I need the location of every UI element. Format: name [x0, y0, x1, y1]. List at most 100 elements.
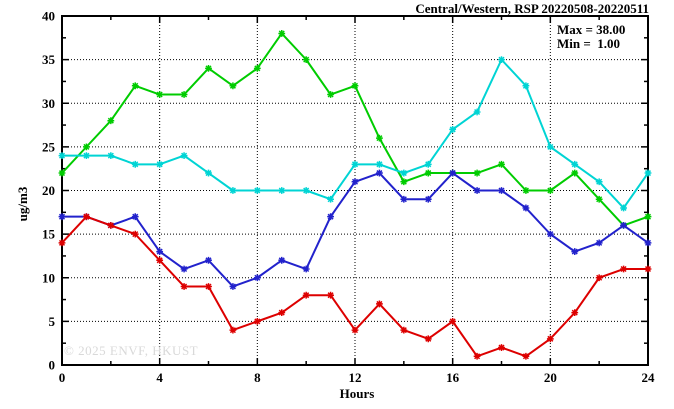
blue-series-marker	[571, 248, 579, 255]
red-series-marker	[229, 326, 237, 334]
x-tick-label: 16	[446, 370, 460, 385]
green-series-marker	[376, 134, 383, 142]
red-series-marker	[449, 317, 457, 325]
blue-series-marker	[376, 169, 383, 177]
blue-series-marker	[620, 222, 627, 229]
green-series-marker	[473, 169, 481, 177]
red-series-marker	[156, 256, 164, 264]
x-tick-label: 4	[156, 370, 163, 385]
x-axis-label: Hours	[339, 386, 375, 401]
cyan-series-marker	[327, 195, 334, 203]
blue-series-marker	[546, 230, 554, 238]
red-series-marker	[546, 335, 554, 343]
blue-series-marker	[522, 204, 530, 212]
red-series-marker	[180, 283, 188, 290]
green-series-marker	[180, 91, 188, 98]
x-tick-label: 20	[544, 370, 557, 385]
y-tick-label: 10	[42, 270, 55, 285]
red-series-marker	[278, 309, 286, 317]
red-series-marker	[351, 326, 359, 334]
blue-series-marker	[278, 256, 286, 264]
red-series-marker	[595, 274, 603, 282]
cyan-series-marker	[620, 204, 627, 212]
red-series-marker	[253, 317, 261, 325]
cyan-series-marker	[571, 160, 579, 168]
blue-series-marker	[473, 187, 481, 194]
cyan-series-marker	[253, 187, 261, 194]
blue-series-marker	[327, 213, 334, 221]
green-series-marker	[229, 82, 237, 90]
blue-series-marker	[58, 213, 66, 221]
blue-series-marker	[156, 248, 164, 255]
green-series-marker	[424, 169, 432, 177]
green-series-marker	[83, 143, 90, 151]
red-series-marker	[327, 291, 334, 299]
red-series-marker	[83, 213, 90, 221]
watermark: © 2025 ENVF, HKUST	[64, 343, 199, 358]
cyan-series-marker	[58, 152, 66, 159]
green-series-marker	[522, 187, 530, 194]
x-tick-label: 12	[349, 370, 362, 385]
cyan-series-marker	[229, 187, 237, 194]
cyan-series-marker	[107, 152, 115, 159]
red-series-marker	[424, 335, 432, 343]
green-series-marker	[595, 195, 603, 203]
cyan-series-marker	[522, 82, 530, 90]
x-tick-label: 24	[642, 370, 656, 385]
cyan-series-marker	[595, 178, 603, 186]
cyan-series-marker	[302, 187, 310, 194]
cyan-series-marker	[376, 160, 383, 168]
blue-series-marker	[180, 265, 188, 273]
cyan-series-marker	[546, 143, 554, 151]
y-tick-label: 15	[42, 227, 56, 242]
green-series-marker	[546, 187, 554, 194]
blue-series-marker	[595, 239, 603, 247]
blue-series-marker	[449, 169, 457, 177]
green-series-marker	[205, 64, 212, 72]
y-tick-label: 25	[42, 139, 56, 154]
cyan-series-marker	[83, 152, 90, 159]
green-series-marker	[131, 82, 139, 90]
cyan-series-marker	[180, 152, 188, 159]
red-series-marker	[522, 352, 530, 360]
cyan-series-marker	[278, 187, 286, 194]
y-tick-label: 20	[42, 183, 55, 198]
cyan-series-marker	[131, 160, 139, 168]
cyan-series-marker	[205, 169, 212, 177]
min-label: Min = 1.00	[557, 36, 621, 51]
green-series-marker	[156, 91, 164, 98]
green-series-marker	[327, 91, 334, 98]
red-series-marker	[376, 300, 383, 308]
y-tick-label: 5	[49, 314, 56, 329]
chart-title: Central/Western, RSP 20220508-20220511	[415, 1, 649, 16]
cyan-series-marker	[351, 160, 359, 168]
blue-series-marker	[302, 265, 310, 273]
x-tick-label: 0	[59, 370, 66, 385]
max-label: Max = 38.00	[557, 22, 626, 37]
green-series-marker	[644, 213, 652, 221]
blue-series-marker	[131, 213, 139, 221]
blue-series-marker	[351, 178, 359, 186]
max-min-annotation: Max = 38.00 Min = 1.00	[557, 23, 625, 51]
y-tick-label: 30	[42, 96, 55, 111]
red-series-marker	[620, 265, 627, 273]
cyan-series-marker	[156, 160, 164, 168]
red-series-marker	[498, 344, 505, 351]
red-series-marker	[400, 326, 408, 334]
green-series-marker	[302, 56, 310, 64]
blue-series-marker	[229, 283, 237, 290]
blue-series-marker	[205, 256, 212, 264]
blue-series-marker	[424, 195, 432, 203]
red-series-marker	[107, 222, 115, 229]
green-series-marker	[107, 117, 115, 125]
red-series-marker	[302, 291, 310, 299]
cyan-series-marker	[424, 160, 432, 168]
x-tick-label: 8	[254, 370, 261, 385]
y-tick-label: 0	[49, 358, 56, 373]
green-series-marker	[278, 30, 286, 37]
cyan-series-marker	[400, 169, 408, 177]
y-axis-label: ug/m3	[15, 186, 30, 222]
cyan-series-marker	[449, 126, 457, 133]
